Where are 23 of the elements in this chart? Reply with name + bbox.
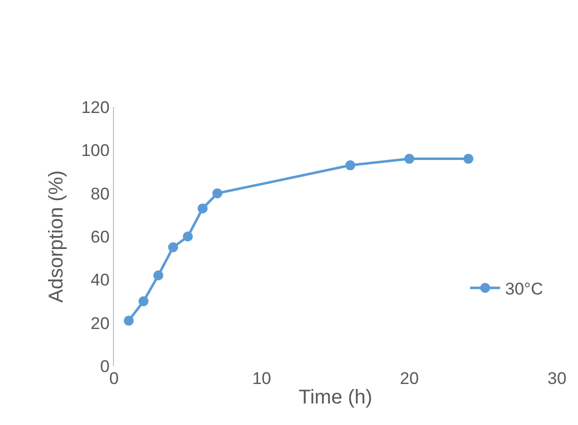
y-tick-label: 100 (81, 141, 110, 160)
point (463, 154, 474, 164)
x-tick-label: 30 (548, 369, 566, 388)
x-axis-title: Time (h) (298, 386, 372, 408)
y-tick-label: 120 (81, 98, 110, 117)
y-tick-label: 80 (90, 184, 110, 204)
y-tick-label: 60 (90, 227, 110, 246)
x-tick-label: 10 (252, 369, 272, 388)
y-tick-label: 20 (90, 314, 110, 333)
legend-label: 30°C (505, 279, 544, 298)
y-axis-title: Adsorption (%) (46, 170, 68, 303)
y-tick-label: 40 (90, 270, 110, 290)
point (404, 154, 414, 164)
point (138, 296, 149, 306)
point (212, 188, 222, 198)
point (182, 232, 193, 242)
y-tick-label: 0 (100, 356, 110, 376)
point (198, 203, 208, 214)
point (124, 316, 134, 326)
point (168, 242, 178, 252)
point (153, 270, 164, 280)
point (345, 160, 356, 170)
x-tick-label: 20 (400, 369, 419, 388)
